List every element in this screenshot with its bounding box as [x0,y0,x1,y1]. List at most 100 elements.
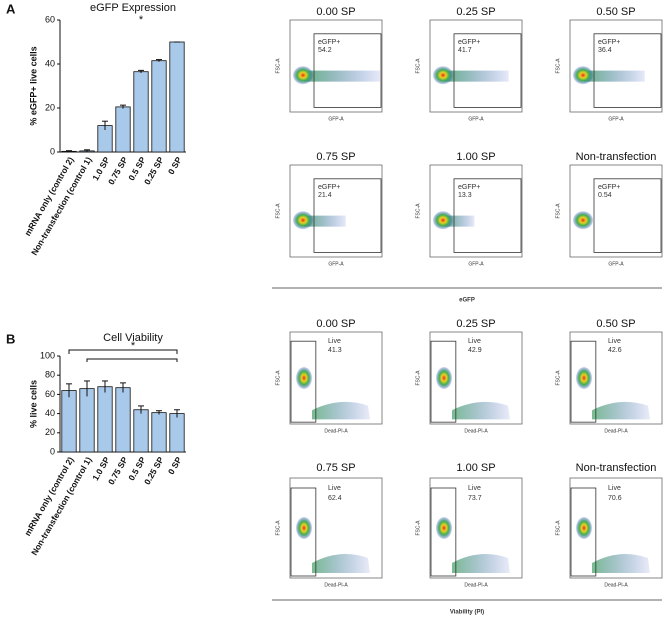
plot-frame [289,477,383,579]
event-smear [444,215,475,227]
plot-frame [289,19,383,113]
plot-title: 0.00 SP [316,6,355,18]
bar [61,390,77,453]
x-axis-label: Dead-PI-A [324,582,348,588]
plot-frame [569,164,663,258]
y-tick-label: 0 [50,146,55,156]
chart-title: Cell Viability [103,332,163,344]
gate-label: eGFP+ [318,184,340,191]
gate-label: Live [468,338,481,345]
bar [97,386,113,453]
annotation: * [131,340,136,352]
event-smear [592,401,650,420]
plot-frame [429,19,523,113]
y-axis-label: FSC-A [275,520,281,536]
gate-label: eGFP+ [598,184,620,191]
x-axis-label: GFP-A [608,116,624,122]
density-blob [296,517,312,539]
gate [430,487,457,577]
plot-frame [569,19,663,113]
x-axis-label: GFP-A [328,116,344,122]
gate-value: 41.3 [328,347,342,354]
event-smear [452,554,510,573]
bar [79,388,95,453]
y-tick-label: 60 [45,389,55,399]
plot-title: 0.50 SP [596,6,635,18]
gate [430,340,457,423]
gate-label: Live [608,485,621,492]
density-blob [296,367,312,389]
gate [593,178,662,253]
x-axis-label: Dead-PI-A [464,582,488,588]
bar [151,60,167,153]
bar [115,387,131,453]
gate-value: 62.4 [328,495,342,502]
panel-letter: A [6,1,16,16]
gate-value: 42.9 [468,347,482,354]
y-axis-label: FSC-A [415,203,421,219]
annotation: * [139,14,144,26]
gate-value: 21.4 [318,192,332,199]
y-tick-label: 20 [45,427,55,437]
gate [313,33,382,108]
y-axis-label: FSC-A [555,58,561,74]
plot-title: 0.50 SP [596,318,635,330]
y-tick-label: 40 [45,58,55,68]
bar [115,106,131,153]
gate-value: 13.3 [458,192,472,199]
gate-label: eGFP+ [318,39,340,46]
density-blob [576,367,592,389]
section-label: eGFP [459,298,475,304]
event-smear [312,401,370,420]
gate-value: 70.6 [608,495,622,502]
x-axis-label: Dead-PI-A [324,428,348,434]
density-blob [293,211,313,230]
gate-value: 54.2 [318,47,332,54]
y-axis-label: FSC-A [555,520,561,536]
plot-title: 0.25 SP [456,318,495,330]
plot-frame [429,164,523,258]
density-blob [573,211,593,230]
event-smear [592,554,650,573]
y-axis-label: % eGFP+ live cells [28,46,38,125]
y-tick-label: 0 [50,446,55,456]
gate [313,178,382,253]
significance-bracket [86,358,178,362]
y-axis-label: FSC-A [555,370,561,386]
plot-frame [569,331,663,425]
x-axis-label: GFP-A [328,261,344,267]
y-tick-label: 40 [45,408,55,418]
gate-label: eGFP+ [458,184,480,191]
plot-title: Non-transfection [576,462,657,474]
gate [570,340,597,423]
event-smear [452,401,510,420]
gate-value: 0.54 [598,192,612,199]
event-smear [312,554,370,573]
plot-title: 0.00 SP [316,318,355,330]
event-smear [584,70,645,82]
y-tick-label: 20 [45,102,55,112]
gate [290,487,317,577]
gate-label: Live [328,485,341,492]
x-axis-label: GFP-A [468,261,484,267]
y-axis-label: FSC-A [275,58,281,74]
density-blob [436,517,452,539]
x-tick-label: 0 SP [166,455,184,476]
x-axis-label: GFP-A [468,116,484,122]
gate-label: Live [328,338,341,345]
x-axis-label: GFP-A [608,261,624,267]
gate [453,178,522,253]
x-axis-label: Dead-PI-A [604,582,628,588]
bar [169,41,185,153]
gate-label: Live [468,485,481,492]
panel-letter: B [6,331,15,346]
density-blob [433,211,453,230]
bar [133,409,149,453]
gate-label: Live [608,338,621,345]
significance-bracket [68,349,178,354]
bar [133,71,149,153]
plot-title: Non-transfection [576,151,657,163]
plot-title: 0.75 SP [316,151,355,163]
gate [570,487,597,577]
gate [453,33,522,108]
